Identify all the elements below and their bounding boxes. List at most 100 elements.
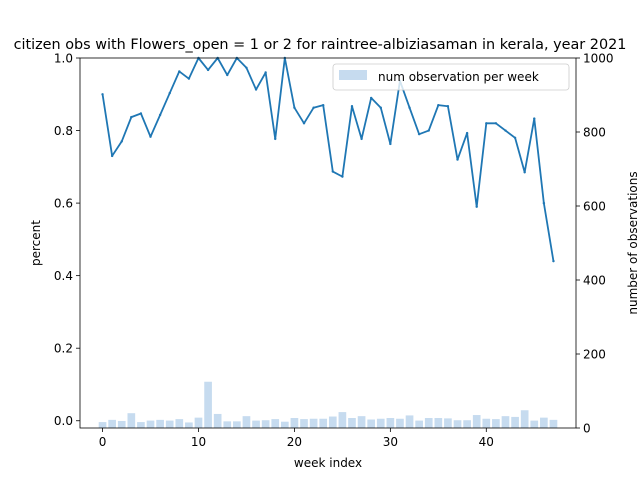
percent-point-3 [130,115,133,119]
y2-axis-ticks: 0 200 400 600 800 1000 [576,52,614,436]
percent-point-13 [226,73,229,77]
y-tick-label: 0.6 [54,197,73,211]
obs-bar-14 [233,421,241,428]
obs-bar-27 [357,416,366,428]
percent-point-17 [264,71,267,74]
y2-tick-label: 0 [583,422,591,436]
obs-bar-33 [415,420,423,428]
y-tick-label: 0.8 [54,124,73,138]
percent-point-18 [274,137,277,141]
percent-point-46 [542,201,546,205]
obs-bar-29 [376,418,385,428]
percent-point-29 [379,106,382,109]
obs-bar-32 [405,415,414,428]
obs-bar-30 [386,418,395,428]
y-axis-label: percent [29,220,43,266]
percent-point-47 [552,259,555,263]
percent-point-22 [312,106,315,109]
percent-line-layer [101,56,555,263]
plot-frame [79,57,577,429]
legend-swatch [339,70,367,80]
percent-point-40 [485,122,488,125]
y2-tick-label: 600 [583,200,606,214]
x-tick-label: 30 [383,435,398,449]
percent-point-4 [139,112,143,115]
percent-point-11 [206,68,210,72]
x-tick-label: 10 [191,435,206,449]
obs-bar-2 [117,420,126,428]
percent-point-32 [408,106,411,109]
percent-point-30 [389,142,392,146]
percent-point-27 [360,137,363,141]
obs-bar-47 [549,419,558,428]
percent-point-44 [523,171,526,174]
obs-bar-16 [252,420,260,428]
percent-point-0 [101,93,104,96]
obs-bar-22 [309,418,318,428]
percent-point-33 [417,132,421,136]
obs-bar-23 [319,418,328,428]
chart-title: citizen obs with Flowers_open = 1 or 2 f… [14,37,627,53]
y-tick-label: 1.0 [54,52,73,66]
observation-bars [98,381,558,428]
obs-bar-34 [424,418,433,428]
percent-point-8 [178,70,181,73]
obs-bar-1 [108,419,116,428]
obs-bar-12 [213,413,222,428]
obs-bar-0 [98,422,107,428]
obs-bar-8 [175,419,184,428]
x-tick-label: 0 [99,435,107,449]
obs-bar-35 [434,418,443,428]
percent-point-24 [331,170,334,173]
percent-point-16 [254,88,258,91]
percent-line [101,57,555,262]
obs-bar-6 [156,419,164,428]
percent-point-23 [322,103,325,107]
percent-point-26 [350,105,354,108]
legend-box [332,63,570,91]
y-tick-label: 0.2 [54,342,73,356]
percent-point-1 [110,154,114,158]
obs-bar-39 [472,415,481,428]
percent-point-34 [427,129,430,132]
percent-point-37 [456,158,459,161]
obs-bar-25 [338,412,347,428]
x-tick-label: 40 [479,435,494,449]
y-tick-label: 0.0 [54,414,73,428]
percent-point-28 [369,96,373,100]
obs-bar-28 [367,419,376,428]
obs-bar-36 [444,418,452,428]
obs-bar-15 [242,416,251,428]
obs-bar-10 [194,417,203,428]
obs-bar-11 [204,381,212,428]
percent-point-25 [341,175,344,178]
obs-bar-4 [137,422,145,428]
percent-point-39 [475,205,478,208]
obs-bar-5 [146,420,155,428]
y2-tick-label: 200 [583,348,606,362]
obs-bar-20 [290,418,299,428]
percent-point-45 [533,117,536,120]
obs-bar-41 [492,419,500,428]
percent-point-21 [302,122,306,125]
obs-bar-45 [530,420,539,428]
obs-bar-40 [482,418,491,428]
percent-point-15 [245,66,248,69]
obs-bar-13 [223,421,232,428]
y-tick-label: 0.4 [54,269,73,283]
obs-bar-18 [271,419,280,428]
obs-bar-44 [520,410,529,428]
legend: num observation per week [332,63,570,91]
y2-tick-label: 400 [583,274,606,288]
x-axis-label: week index [294,456,362,470]
percent-point-36 [446,105,450,108]
obs-bar-9 [185,422,193,428]
obs-bar-43 [511,416,519,428]
y2-axis-label: number of observations [626,171,640,314]
obs-bar-17 [261,420,270,428]
x-axis-ticks: 0 10 20 30 40 [99,428,494,449]
percent-point-7 [168,91,171,95]
y2-tick-label: 1000 [583,52,614,66]
percent-point-2 [120,140,123,143]
